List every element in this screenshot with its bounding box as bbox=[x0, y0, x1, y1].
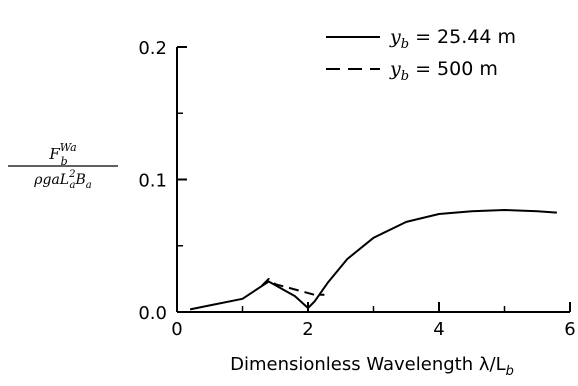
x-tick-label-3: 6 bbox=[564, 319, 575, 340]
y-axis-label-numerator: FWa b bbox=[48, 141, 76, 168]
x-tick-label-2: 4 bbox=[433, 319, 444, 340]
ylab-den-tail-sub: a bbox=[86, 180, 92, 191]
y-tick-label-2: 0.2 bbox=[138, 38, 167, 59]
legend-entry-2-value: = 500 m bbox=[415, 58, 498, 80]
series-line-1 bbox=[189, 209, 557, 311]
legend-entry-2: yb = 500 m bbox=[389, 58, 498, 84]
legend: yb = 25.44 m yb = 500 m bbox=[326, 26, 516, 84]
y-tick-label-0: 0.0 bbox=[138, 303, 167, 324]
ylab-num-sub: b bbox=[61, 155, 68, 168]
y-axis-label: FWa b ρgaL2 aBa bbox=[8, 141, 118, 191]
legend-entry-2-var: y bbox=[389, 58, 401, 80]
legend-entry-1-sub: b bbox=[401, 37, 409, 52]
ylab-num-main: F bbox=[48, 145, 60, 163]
x-axis-label: Dimensionless Wavelength λ/Lb bbox=[230, 354, 514, 379]
ylab-num-sup: Wa bbox=[60, 141, 77, 154]
axes bbox=[176, 47, 570, 313]
y-tick-label-1: 0.1 bbox=[138, 171, 167, 192]
series-line-2 bbox=[261, 277, 325, 296]
ticks: 0.0 0.1 0.2 0 2 4 6 bbox=[138, 38, 575, 340]
ylab-den-tail: B bbox=[74, 172, 85, 188]
legend-entry-1-var: y bbox=[389, 26, 401, 48]
legend-entry-1: yb = 25.44 m bbox=[389, 26, 516, 52]
x-axis-label-text: Dimensionless Wavelength λ/L bbox=[230, 354, 505, 375]
ylab-den-main: ρgaL bbox=[33, 172, 69, 188]
series-layer bbox=[189, 209, 557, 311]
y-axis-label-denominator: ρgaL2 aBa bbox=[33, 169, 91, 191]
legend-entry-2-sub: b bbox=[401, 69, 409, 84]
x-axis-label-sub: b bbox=[506, 364, 514, 379]
x-tick-label-1: 2 bbox=[302, 319, 313, 340]
legend-entry-1-value: = 25.44 m bbox=[415, 26, 516, 48]
x-tick-label-0: 0 bbox=[171, 319, 182, 340]
ylab-den-sup: 2 bbox=[68, 169, 75, 180]
ylab-den-sub: a bbox=[69, 180, 75, 191]
